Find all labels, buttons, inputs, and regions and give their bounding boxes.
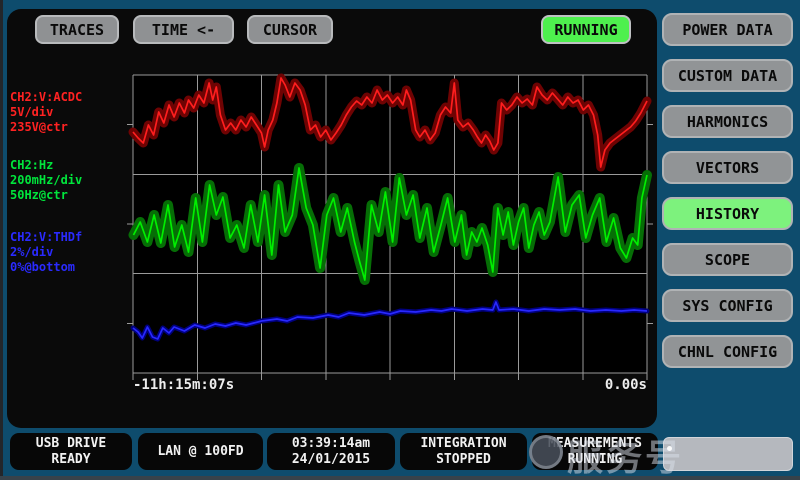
status-line: USB DRIVE xyxy=(35,435,107,451)
cursor-button[interactable]: CURSOR xyxy=(247,15,333,44)
status-line: READY xyxy=(51,451,91,467)
history-chart xyxy=(127,69,653,383)
channel-reference: 50Hz@ctr xyxy=(10,188,68,202)
x-axis-start-label: -11h:15m:07s xyxy=(133,377,235,393)
channel-scale: 5V/div xyxy=(10,105,54,119)
sidebar-button-history[interactable]: HISTORY xyxy=(662,197,793,230)
channel-label-ch2-v-thdf: CH2:V:THDf 2%/div 0%@bottom xyxy=(10,230,128,275)
sidebar-button-harmonics[interactable]: HARMONICS xyxy=(662,105,793,138)
status-line: LAN @ 100FD xyxy=(157,443,244,459)
sidebar-button-scope[interactable]: SCOPE xyxy=(662,243,793,276)
channel-label-ch2-v-acdc: CH2:V:ACDC 5V/div 235V@ctr xyxy=(10,90,128,135)
status-line: 24/01/2015 xyxy=(291,451,371,467)
status-line: MEASUREMENTS xyxy=(548,435,642,451)
channel-reference: 235V@ctr xyxy=(10,120,68,134)
status-integration: INTEGRATION STOPPED xyxy=(400,433,527,470)
channel-scale: 2%/div xyxy=(10,245,54,259)
x-axis-end-label: 0.00s xyxy=(604,377,647,393)
status-lan: LAN @ 100FD xyxy=(138,433,263,470)
sidebar-button-vectors[interactable]: VECTORS xyxy=(662,151,793,184)
bezel-edge-bottom xyxy=(0,476,800,480)
status-usb-drive: USB DRIVE READY xyxy=(10,433,132,470)
sidebar-button-sys-config[interactable]: SYS CONFIG xyxy=(662,289,793,322)
channel-label-ch2-hz: CH2:Hz 200mHz/div 50Hz@ctr xyxy=(10,158,128,203)
sidebar-button-custom-data[interactable]: CUSTOM DATA xyxy=(662,59,793,92)
channel-name: CH2:Hz xyxy=(10,158,54,172)
history-chart-svg xyxy=(127,73,653,380)
trace-ch2-hz xyxy=(132,167,648,281)
status-line: STOPPED xyxy=(436,451,491,467)
sidebar-button-chnl-config[interactable]: CHNL CONFIG xyxy=(662,335,793,368)
status-line: 03:39:14am xyxy=(291,435,371,451)
trace-ch2-v-thdf xyxy=(132,301,648,340)
watermark-dot xyxy=(667,446,672,451)
traces-button[interactable]: TRACES xyxy=(35,15,119,44)
watermark-logo-icon xyxy=(529,435,563,469)
status-line: RUNNING xyxy=(567,451,623,467)
bezel-edge-left xyxy=(0,0,3,480)
watermark-badge xyxy=(663,437,793,471)
status-line: INTEGRATION xyxy=(420,435,507,451)
channel-reference: 0%@bottom xyxy=(10,260,76,274)
time-button[interactable]: TIME <- xyxy=(133,15,234,44)
channel-scale: 200mHz/div xyxy=(10,173,83,187)
status-clock: 03:39:14am 24/01/2015 xyxy=(267,433,395,470)
running-indicator[interactable]: RUNNING xyxy=(541,15,631,44)
channel-name: CH2:V:THDf xyxy=(10,230,83,244)
channel-name: CH2:V:ACDC xyxy=(10,90,83,104)
trace-ch2-v-acdc xyxy=(132,77,648,168)
watermark-text: 服务号 xyxy=(567,438,685,479)
sidebar-button-power-data[interactable]: POWER DATA xyxy=(662,13,793,46)
